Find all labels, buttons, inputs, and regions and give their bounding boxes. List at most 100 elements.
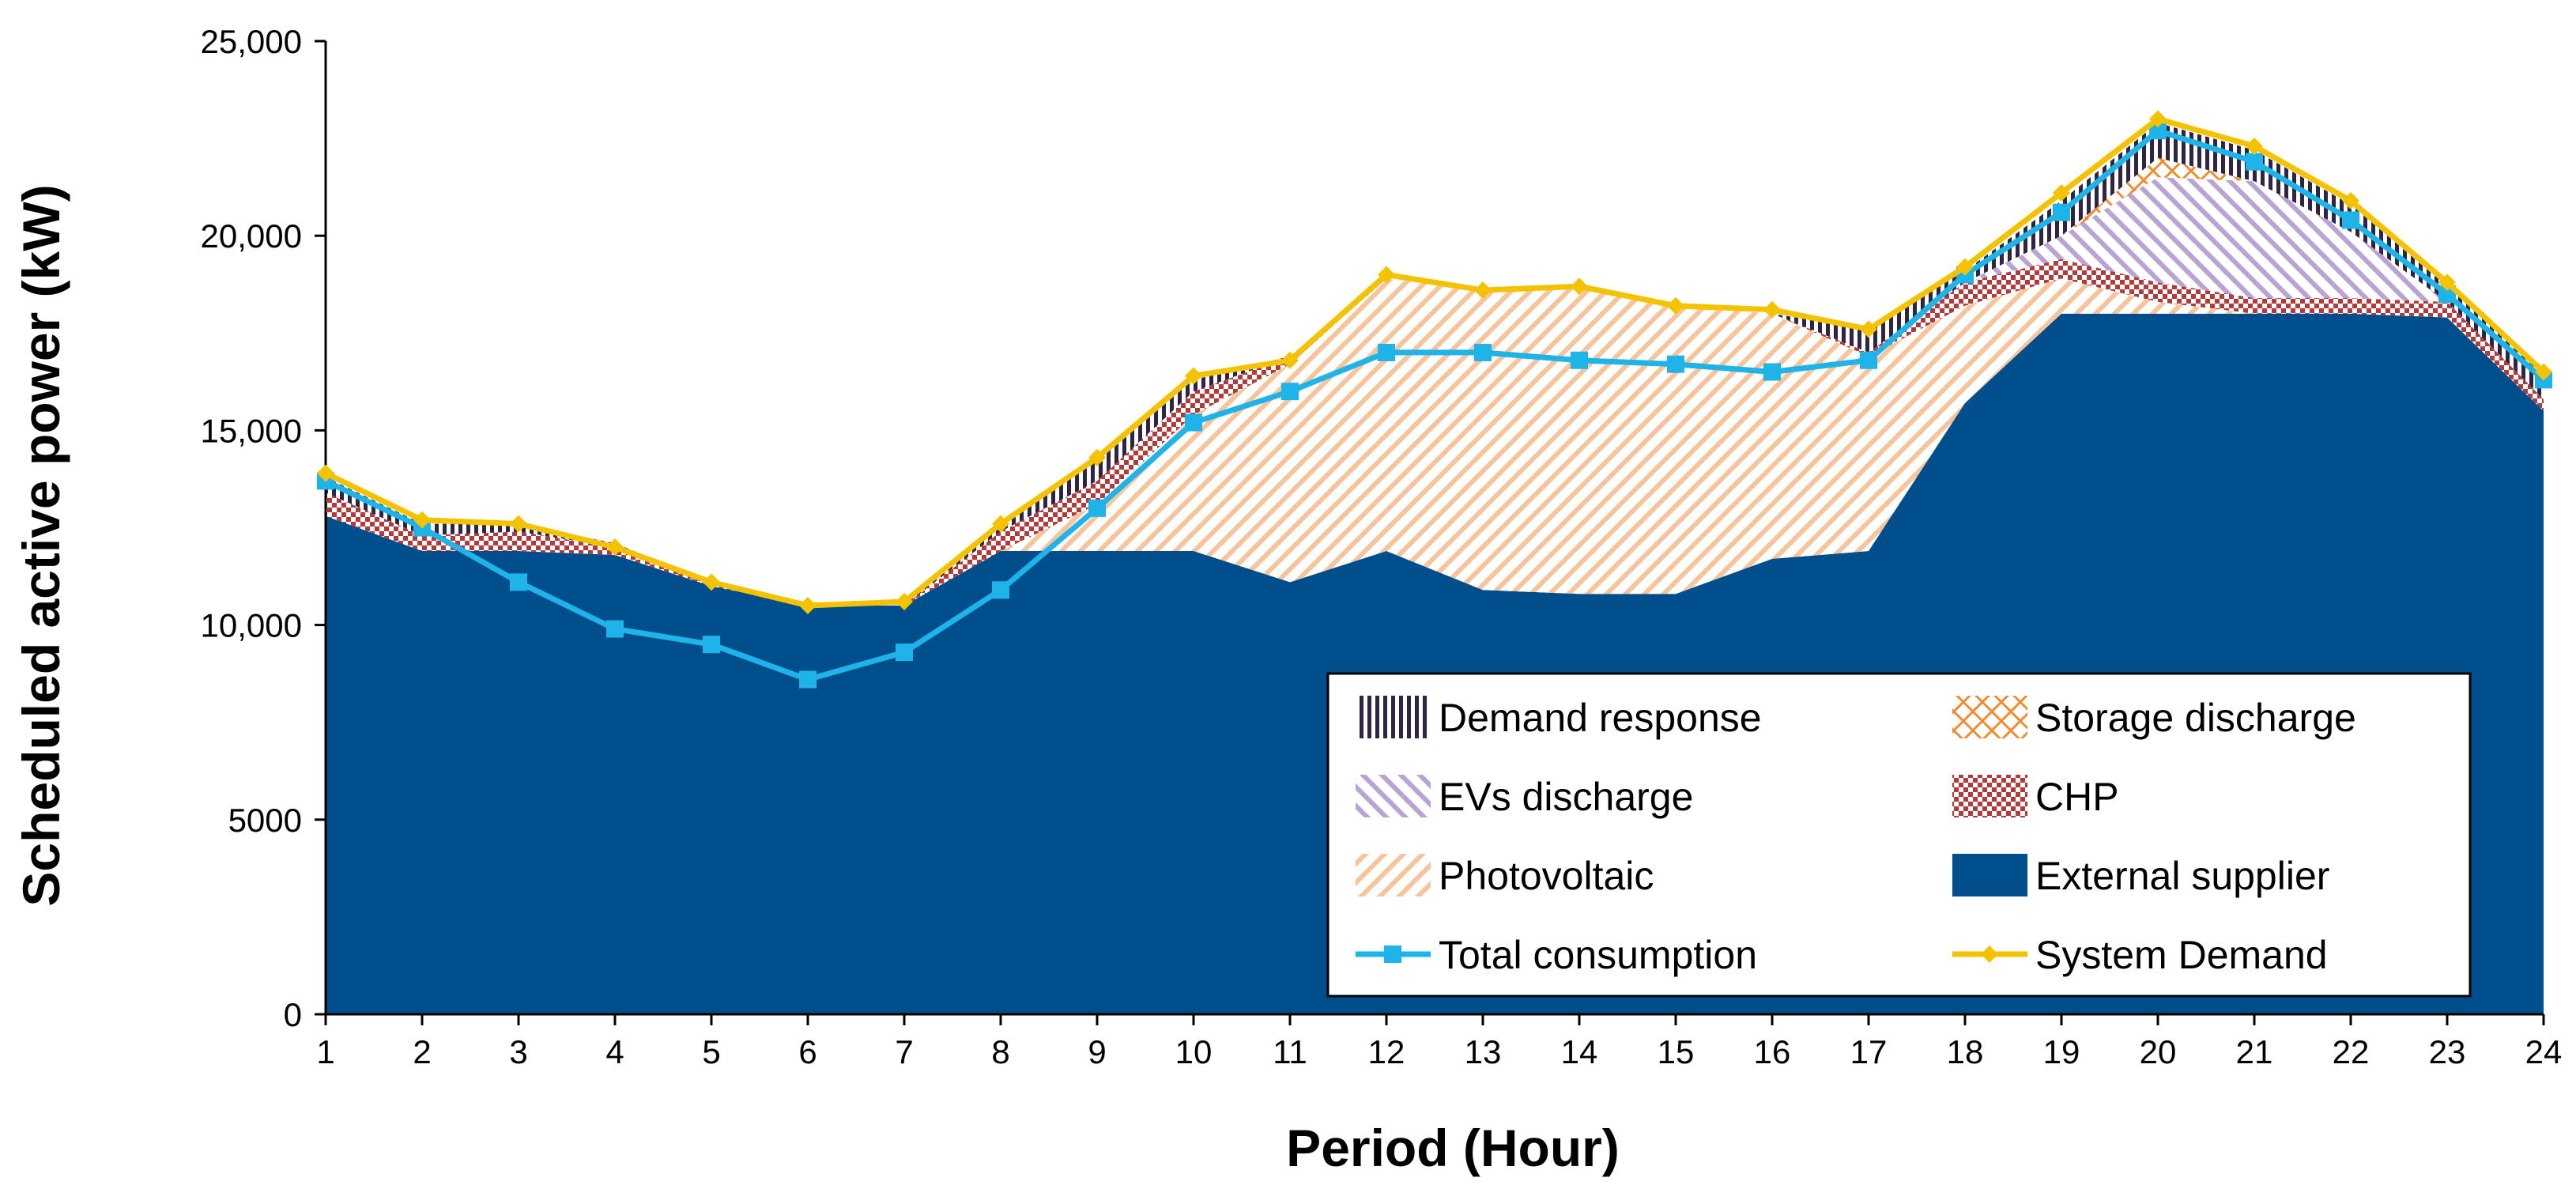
x-tick-label: 11 <box>1273 1033 1307 1070</box>
point-system-demand <box>2535 363 2552 381</box>
legend-item-system-demand: System Demand <box>1952 933 2328 977</box>
point-total-consumption <box>2053 203 2070 221</box>
legend-item-storage-discharge: Storage discharge <box>1952 696 2356 740</box>
point-system-demand <box>510 515 527 533</box>
legend-swatch <box>1952 854 2027 896</box>
point-system-demand <box>2053 184 2070 202</box>
point-total-consumption <box>1667 355 1684 373</box>
area-evs-discharge <box>326 177 2544 606</box>
legend-label: External supplier <box>2035 854 2329 898</box>
point-total-consumption <box>510 573 527 591</box>
point-system-demand <box>2149 110 2167 128</box>
y-tick-label: 0 <box>284 996 302 1033</box>
point-system-demand <box>1185 367 1202 385</box>
point-total-consumption <box>1571 351 1588 369</box>
point-total-consumption <box>703 636 720 654</box>
point-total-consumption <box>799 670 817 689</box>
point-system-demand <box>317 464 334 482</box>
point-system-demand <box>1378 266 1395 284</box>
point-total-consumption <box>2342 211 2359 229</box>
legend-box <box>1326 672 2472 998</box>
point-total-consumption <box>2149 122 2167 140</box>
point-total-consumption <box>1474 343 1492 361</box>
legend-item-total-consumption: Total consumption <box>1356 933 1757 977</box>
legend-swatch <box>1356 775 1431 817</box>
area-photovoltaic <box>326 278 2544 606</box>
point-system-demand <box>992 515 1009 533</box>
legend-item-photovoltaic: Photovoltaic <box>1356 854 1654 898</box>
point-total-consumption <box>1378 343 1395 361</box>
point-total-consumption <box>992 581 1009 599</box>
x-tick-label: 10 <box>1175 1033 1213 1070</box>
legend-swatch <box>1952 775 2027 817</box>
point-system-demand <box>1956 258 1974 276</box>
point-system-demand <box>703 573 720 591</box>
x-tick-label: 16 <box>1754 1033 1791 1070</box>
x-tick-label: 8 <box>991 1033 1009 1070</box>
line-system-demand <box>324 116 2546 609</box>
point-system-demand <box>896 593 913 611</box>
x-tick-label: 15 <box>1658 1033 1695 1070</box>
y-tick-label: 10,000 <box>201 607 302 644</box>
point-total-consumption <box>1185 413 1202 432</box>
point-system-demand <box>1860 320 1877 338</box>
line-total-consumption <box>324 127 2546 682</box>
legend-label: Photovoltaic <box>1439 854 1654 898</box>
legend: Demand response Storage discharge EVs disc… <box>1326 672 2472 998</box>
legend-label: System Demand <box>2035 933 2328 977</box>
x-tick-label: 12 <box>1368 1033 1405 1070</box>
legend-item-demand-response: Demand response <box>1356 696 1762 740</box>
x-tick-label: 2 <box>413 1033 431 1070</box>
x-tick-label: 9 <box>1088 1033 1106 1070</box>
legend-item-chp: CHP <box>1952 775 2119 819</box>
x-tick-label: 21 <box>2236 1033 2273 1070</box>
legend-swatch <box>1952 696 2027 738</box>
x-tick-label: 17 <box>1850 1033 1888 1070</box>
point-total-consumption <box>2246 153 2263 171</box>
point-system-demand <box>606 538 624 557</box>
x-tick-label: 22 <box>2333 1033 2370 1070</box>
y-tick-label: 15,000 <box>201 412 302 449</box>
x-tick-label: 18 <box>1947 1033 1984 1070</box>
legend-label: CHP <box>2035 775 2119 819</box>
x-tick-label: 3 <box>509 1033 527 1070</box>
legend-swatch <box>1356 854 1431 896</box>
line-layer <box>317 110 2552 689</box>
x-tick-label: 19 <box>2043 1033 2080 1070</box>
legend-marker <box>1981 945 1998 963</box>
legend-label: EVs discharge <box>1439 775 1693 819</box>
x-tick-label: 4 <box>605 1033 624 1070</box>
legend-swatch <box>1356 696 1431 738</box>
point-total-consumption <box>1088 499 1106 517</box>
point-system-demand <box>1763 300 1781 319</box>
y-tick-label: 5000 <box>228 802 302 839</box>
legend-label: Storage discharge <box>2035 696 2356 740</box>
point-total-consumption <box>896 644 913 662</box>
y-axis-title: Scheduled active power (kW) <box>12 184 70 906</box>
legend-item-evs-discharge: EVs discharge <box>1356 775 1693 819</box>
point-total-consumption <box>606 620 624 638</box>
x-tick-label: 1 <box>316 1033 334 1070</box>
point-total-consumption <box>1281 383 1299 401</box>
point-system-demand <box>1571 277 1588 296</box>
x-axis-title: Period (Hour) <box>1286 1119 1620 1177</box>
x-tick-label: 13 <box>1465 1033 1502 1070</box>
point-system-demand <box>2438 274 2456 292</box>
x-tick-label: 20 <box>2140 1033 2177 1070</box>
legend-marker <box>1384 945 1401 963</box>
x-tick-label: 5 <box>702 1033 720 1070</box>
x-tick-label: 24 <box>2525 1033 2563 1070</box>
y-tick-label: 20,000 <box>201 217 302 255</box>
point-system-demand <box>2246 137 2263 155</box>
point-system-demand <box>1667 296 1684 315</box>
x-tick-label: 14 <box>1561 1033 1598 1070</box>
point-system-demand <box>799 596 817 614</box>
legend-label: Total consumption <box>1439 933 1757 977</box>
x-tick-label: 7 <box>895 1033 913 1070</box>
x-tick-label: 6 <box>798 1033 817 1070</box>
x-tick-label: 23 <box>2429 1033 2466 1070</box>
y-tick-label: 25,000 <box>201 23 302 60</box>
